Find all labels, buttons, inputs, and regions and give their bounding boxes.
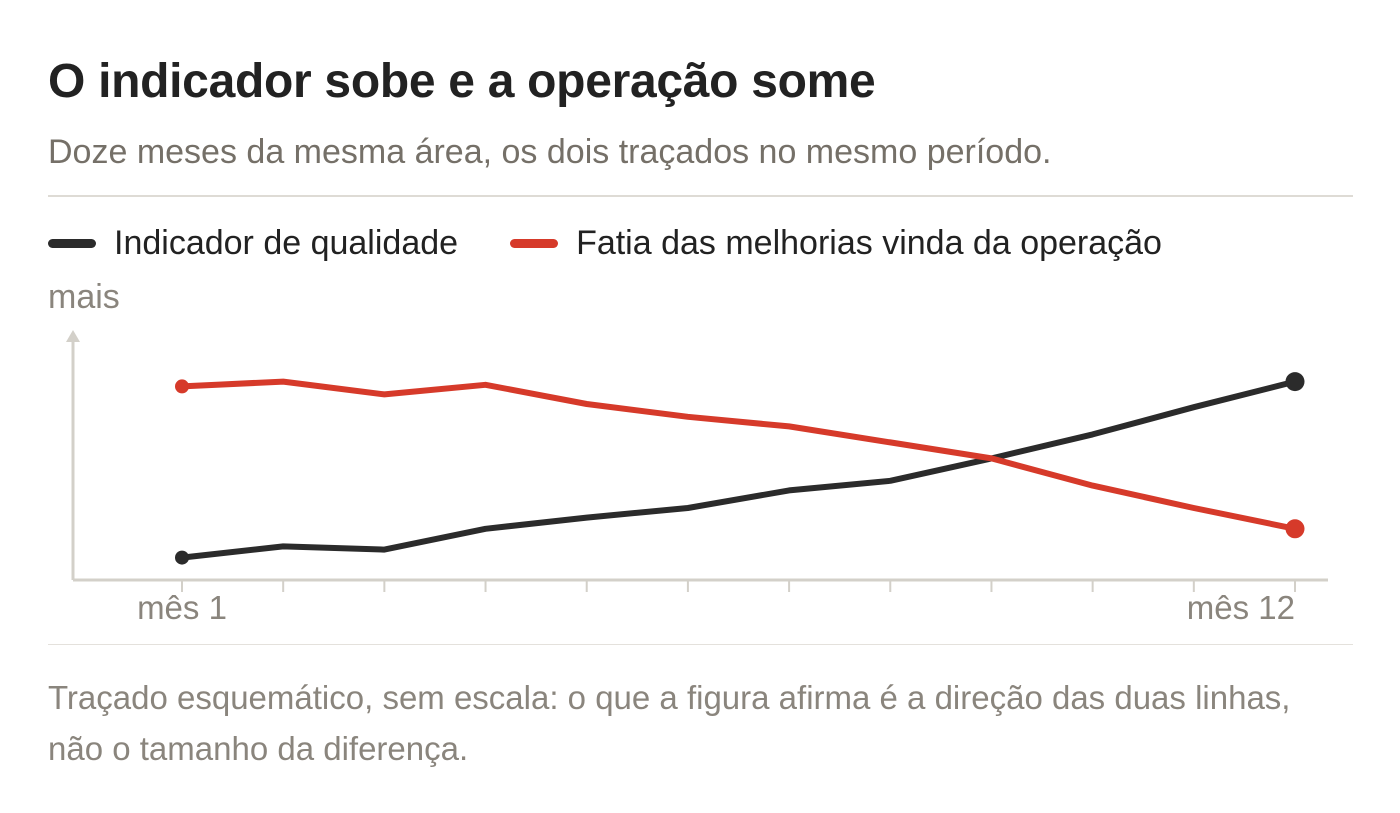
series-2-end-point (1285, 519, 1305, 539)
legend-swatch-operation (510, 238, 559, 248)
chart-tick-labels: mês 1 mês 12 (137, 589, 1295, 626)
series-1-end-point (1285, 372, 1305, 392)
legend-swatch-quality (48, 238, 96, 248)
y-axis-arrow-icon (66, 330, 80, 342)
series-1-start-point (175, 550, 189, 565)
series-line-2 (179, 378, 1298, 532)
chart-subtitle: Doze meses da mesma área, os dois traçad… (48, 133, 1052, 171)
x-tick-label-first: mês 1 (137, 589, 227, 626)
chart-title: O indicador sobe e a operação some (48, 55, 876, 108)
chart-series (175, 372, 1305, 565)
y-axis-label: mais (48, 278, 120, 316)
legend-item-quality: Indicador de qualidade (48, 224, 458, 263)
series-2-start-point (175, 379, 189, 394)
line-chart: mês 1 mês 12 (66, 330, 1328, 626)
x-tick-label-last: mês 12 (1187, 589, 1295, 626)
legend-label-quality: Indicador de qualidade (114, 223, 459, 262)
legend-item-operation: Fatia das melhorias vinda da operação (510, 224, 1162, 263)
chart-axes (66, 330, 1328, 592)
legend-label-operation: Fatia das melhorias vinda da operação (576, 223, 1162, 262)
top-divider (48, 195, 1353, 197)
chart-legend: Indicador de qualidade Fatia das melhori… (48, 220, 1162, 266)
chart-footnote: Traçado esquemático, sem escala: o que a… (48, 679, 1291, 767)
bottom-divider (48, 644, 1353, 645)
series-line-1 (179, 378, 1298, 561)
